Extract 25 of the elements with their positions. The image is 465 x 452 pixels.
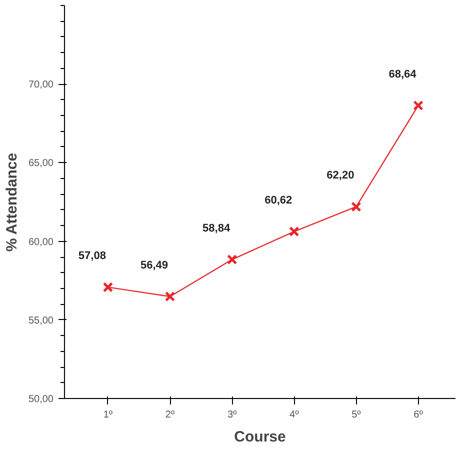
text: 62,20	[326, 170, 354, 182]
point	[164, 291, 176, 302]
x-tick-label: 1º	[103, 410, 113, 420]
y-tick-label: 60,00	[28, 236, 54, 248]
y-tick-label: 70,00	[28, 80, 54, 91]
x-tick-label: 5º	[352, 410, 362, 420]
y-axis-title: % Attendance	[3, 152, 20, 252]
point	[226, 254, 238, 265]
x-tick-label: 4º	[290, 410, 300, 420]
point	[102, 282, 114, 292]
y-tick-label: 55,00	[28, 315, 54, 326]
text: 58,84	[202, 222, 230, 235]
point	[413, 100, 424, 111]
x-tick-label: 2º	[165, 410, 175, 420]
point	[288, 226, 300, 237]
y-tick-label: 50,00	[28, 394, 54, 405]
y-tick-label: 65,00	[28, 158, 54, 170]
point	[351, 202, 362, 212]
x-axis-title: Course	[234, 428, 286, 446]
text: 57,08	[78, 250, 106, 262]
text: 56,49	[140, 259, 168, 272]
x-tick-label: 6º	[414, 410, 424, 420]
text: 68,64	[388, 68, 416, 80]
text: 60,62	[264, 194, 292, 207]
x-tick-label: 3º	[227, 410, 238, 420]
